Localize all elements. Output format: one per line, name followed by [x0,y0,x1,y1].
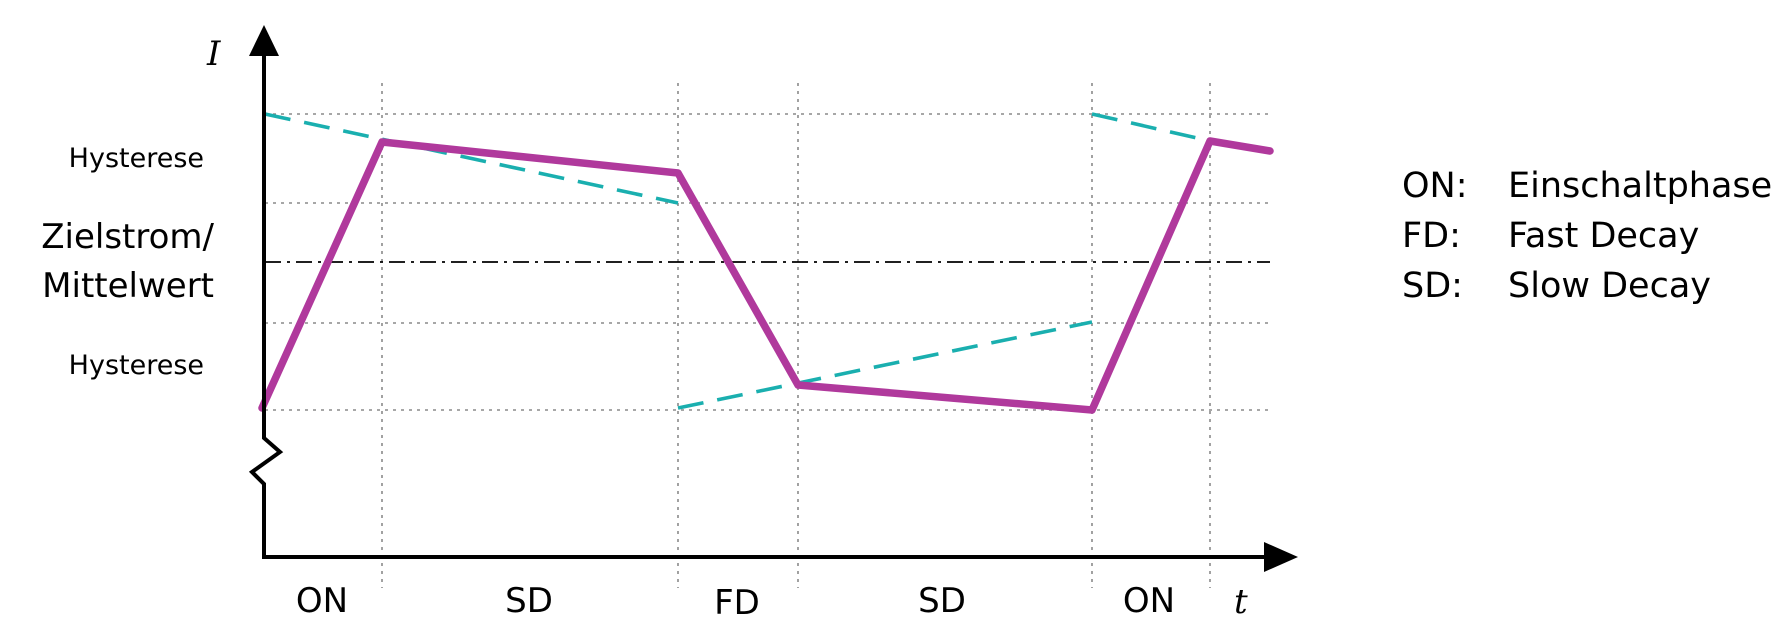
y-axis-arrow [249,25,279,56]
x-axis-label: t [1234,582,1248,622]
legend-desc-fd: Fast Decay [1508,216,1699,256]
phase-label-2: SD [505,581,553,621]
phase-label-3: FD [714,583,760,623]
phase-label-4: SD [918,581,966,621]
hysteresis-lower-label: Hysterese [69,350,204,381]
legend: ON: Einschaltphase FD: Fast Decay SD: Sl… [1402,166,1772,306]
target-label-line2: Mittelwert [42,266,214,306]
hysteresis-lines [264,112,1211,410]
y-axis-label: I [206,34,221,74]
legend-desc-on: Einschaltphase [1508,166,1772,206]
axes [248,52,1272,559]
current-waveform [258,137,1274,414]
hysteresis-lower [677,320,1093,410]
x-axis-arrow [1264,542,1298,572]
phase-label-1: ON [296,581,348,621]
legend-abbr-sd: SD: [1402,266,1463,306]
target-label-line1: Zielstrom/ [41,217,214,257]
phase-label-5: ON [1123,581,1175,621]
legend-abbr-fd: FD: [1402,216,1461,256]
legend-desc-sd: Slow Decay [1508,266,1711,306]
hysteresis-upper-label: Hysterese [69,143,204,174]
hysteresis-upper-1 [264,112,679,205]
hysteresis-upper-2 [1091,112,1211,143]
legend-abbr-on: ON: [1402,166,1468,206]
y-axis [248,52,1272,559]
